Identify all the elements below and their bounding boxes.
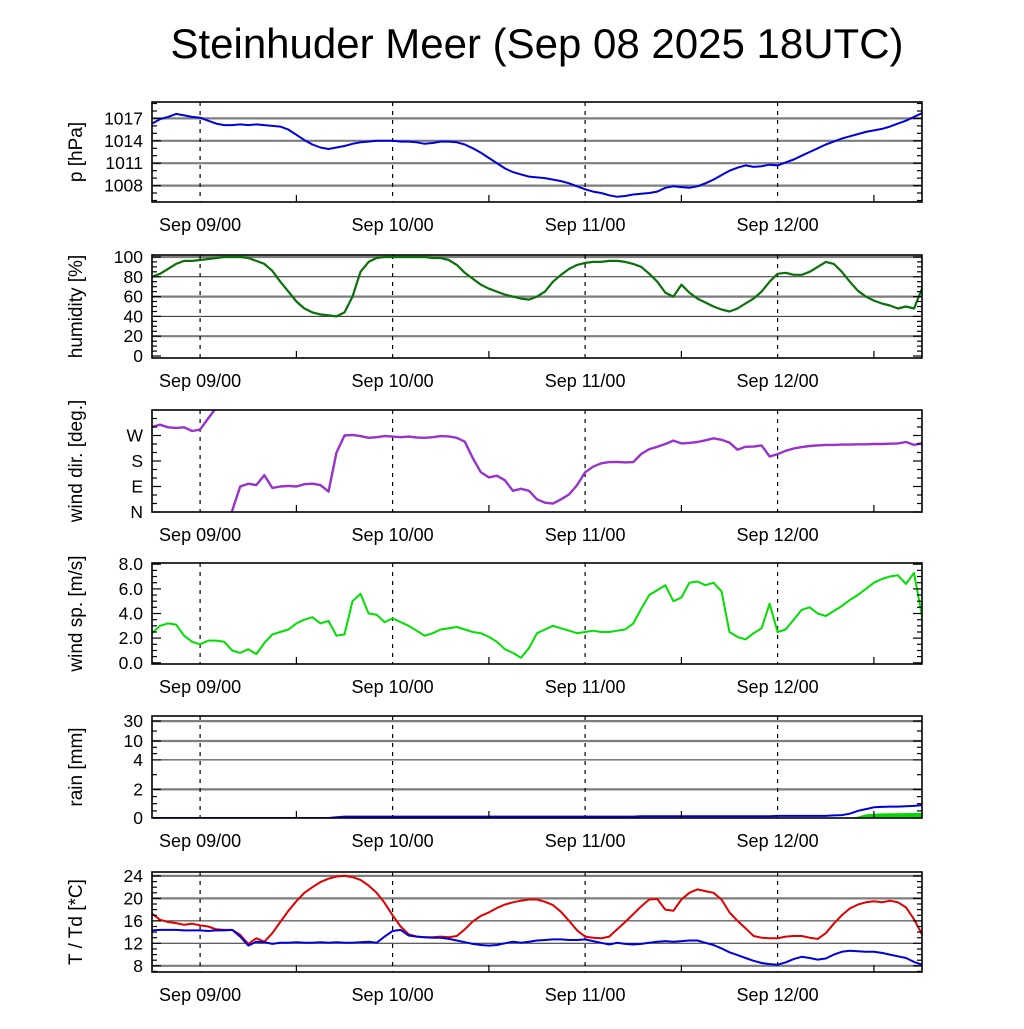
ytick-label-wind-speed: 4.0 — [119, 604, 144, 624]
ytick-label-pressure: 1011 — [105, 153, 143, 173]
ytick-label-wind-speed: 0.0 — [119, 653, 144, 673]
series-wind-speed-line — [152, 571, 922, 659]
xtick-label: Sep 10/00 — [352, 215, 434, 235]
ytick-label-humidity: 0 — [133, 346, 143, 366]
yaxis-title-wind-direction: wind dir. [deg.] — [66, 400, 87, 524]
xtick-label: Sep 11/00 — [545, 985, 626, 1005]
panel-frame — [151, 871, 923, 973]
panel-frame — [151, 101, 923, 203]
ytick-label-rain: 0 — [133, 808, 143, 828]
ytick-label-temperature: 20 — [124, 888, 144, 908]
ytick-label-wind-speed: 8.0 — [119, 554, 144, 574]
xtick-label: Sep 10/00 — [352, 525, 434, 545]
xtick-label: Sep 12/00 — [737, 215, 819, 235]
xtick-label: Sep 09/00 — [159, 525, 241, 545]
yaxis-title-rain: rain [mm] — [66, 727, 87, 806]
xtick-label: Sep 09/00 — [159, 831, 241, 851]
ytick-label-humidity: 40 — [124, 306, 144, 326]
yaxis-title-temperature: T / Td [*C] — [66, 879, 87, 965]
xtick-label: Sep 11/00 — [545, 215, 626, 235]
xtick-label: Sep 12/00 — [737, 525, 819, 545]
xtick-label: Sep 09/00 — [159, 677, 241, 697]
ytick-label-humidity: 20 — [124, 326, 144, 346]
xtick-label: Sep 11/00 — [545, 677, 626, 697]
series-dewpoint-line — [152, 928, 922, 966]
ytick-label-wind-direction: S — [131, 451, 143, 471]
ytick-label-rain: 10 — [124, 731, 144, 751]
xtick-label: Sep 10/00 — [352, 371, 434, 391]
ytick-label-humidity: 60 — [124, 287, 144, 307]
yaxis-title-pressure: p [hPa] — [66, 122, 87, 182]
series-pressure-line — [152, 112, 922, 198]
series-rain-accumulated-line — [152, 804, 922, 818]
ytick-label-wind-direction: W — [126, 426, 143, 446]
xtick-label: Sep 09/00 — [159, 985, 241, 1005]
yaxis-title-humidity: humidity [%] — [66, 255, 87, 358]
ytick-label-humidity: 100 — [114, 247, 143, 267]
xtick-label: Sep 10/00 — [352, 677, 434, 697]
xtick-label: Sep 10/00 — [352, 831, 434, 851]
xtick-label: Sep 11/00 — [545, 525, 626, 545]
series-wind-direction-line — [152, 410, 922, 512]
ytick-label-temperature: 24 — [124, 866, 144, 886]
xtick-label: Sep 11/00 — [545, 831, 626, 851]
ytick-label-pressure: 1014 — [104, 131, 143, 151]
panel-frame — [151, 715, 923, 819]
ytick-label-temperature: 16 — [124, 911, 143, 931]
xtick-label: Sep 11/00 — [545, 371, 626, 391]
ytick-label-wind-speed: 2.0 — [119, 628, 144, 648]
xtick-label: Sep 12/00 — [737, 831, 819, 851]
xtick-label: Sep 09/00 — [159, 371, 241, 391]
panel-frame — [151, 254, 923, 359]
ytick-label-pressure: 1008 — [104, 176, 143, 196]
xtick-label: Sep 12/00 — [737, 985, 819, 1005]
ytick-label-temperature: 12 — [124, 933, 143, 953]
xtick-label: Sep 09/00 — [159, 215, 241, 235]
ytick-label-humidity: 80 — [124, 267, 144, 287]
xtick-label: Sep 10/00 — [352, 985, 434, 1005]
yaxis-title-wind-speed: wind sp. [m/s] — [66, 555, 87, 672]
panel-frame — [151, 409, 923, 513]
chart-title: Steinhuder Meer (Sep 08 2025 18UTC) — [170, 20, 904, 67]
ytick-label-wind-speed: 6.0 — [119, 579, 144, 599]
ytick-label-wind-direction: E — [131, 477, 143, 497]
ytick-label-rain: 4 — [133, 750, 143, 770]
series-temperature-line — [152, 874, 922, 945]
ytick-label-rain: 30 — [124, 711, 144, 731]
xtick-label: Sep 12/00 — [737, 371, 819, 391]
ytick-label-temperature: 8 — [133, 956, 143, 976]
series-humidity-line — [152, 255, 922, 318]
panel-wind-speed: 0.0 2.0 4.0 6.0 8.0 Sep 09/00 Sep 10/00 Sep 11/… — [66, 554, 923, 697]
xtick-label: Sep 12/00 — [737, 677, 819, 697]
ytick-label-pressure: 1017 — [104, 108, 143, 128]
ytick-label-wind-direction: N — [130, 502, 143, 522]
ytick-label-rain: 2 — [133, 779, 143, 799]
panel-frame — [151, 562, 923, 665]
